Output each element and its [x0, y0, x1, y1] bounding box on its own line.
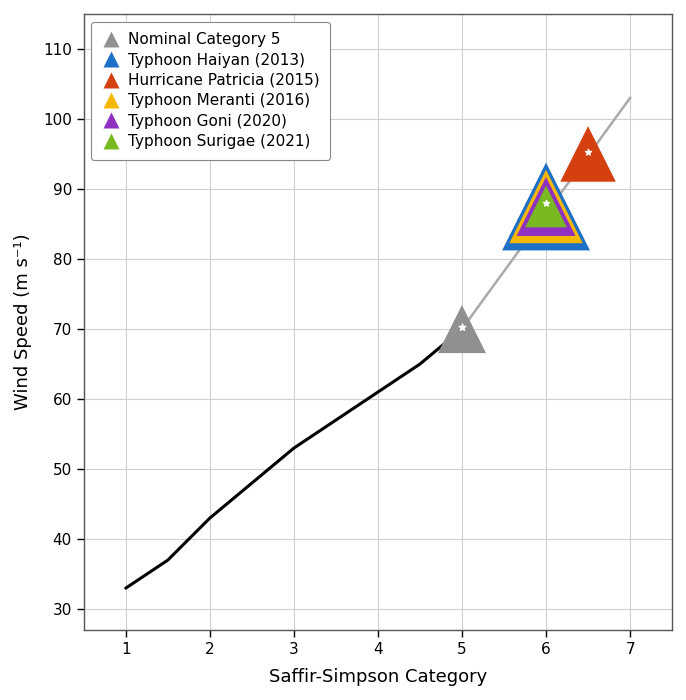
Y-axis label: Wind Speed (m s⁻¹): Wind Speed (m s⁻¹)	[14, 234, 32, 410]
Point	[456, 323, 467, 335]
Point	[456, 321, 467, 332]
Point	[541, 197, 552, 209]
Point	[541, 201, 552, 212]
Point	[541, 201, 552, 212]
Legend: Nominal Category 5, Typhoon Haiyan (2013), Hurricane Patricia (2015), Typhoon Me: Nominal Category 5, Typhoon Haiyan (2013…	[91, 22, 330, 160]
Point	[582, 146, 593, 158]
Point	[541, 201, 552, 212]
Point	[541, 201, 552, 212]
Point	[582, 148, 593, 160]
X-axis label: Saffir-Simpson Category: Saffir-Simpson Category	[269, 668, 487, 686]
